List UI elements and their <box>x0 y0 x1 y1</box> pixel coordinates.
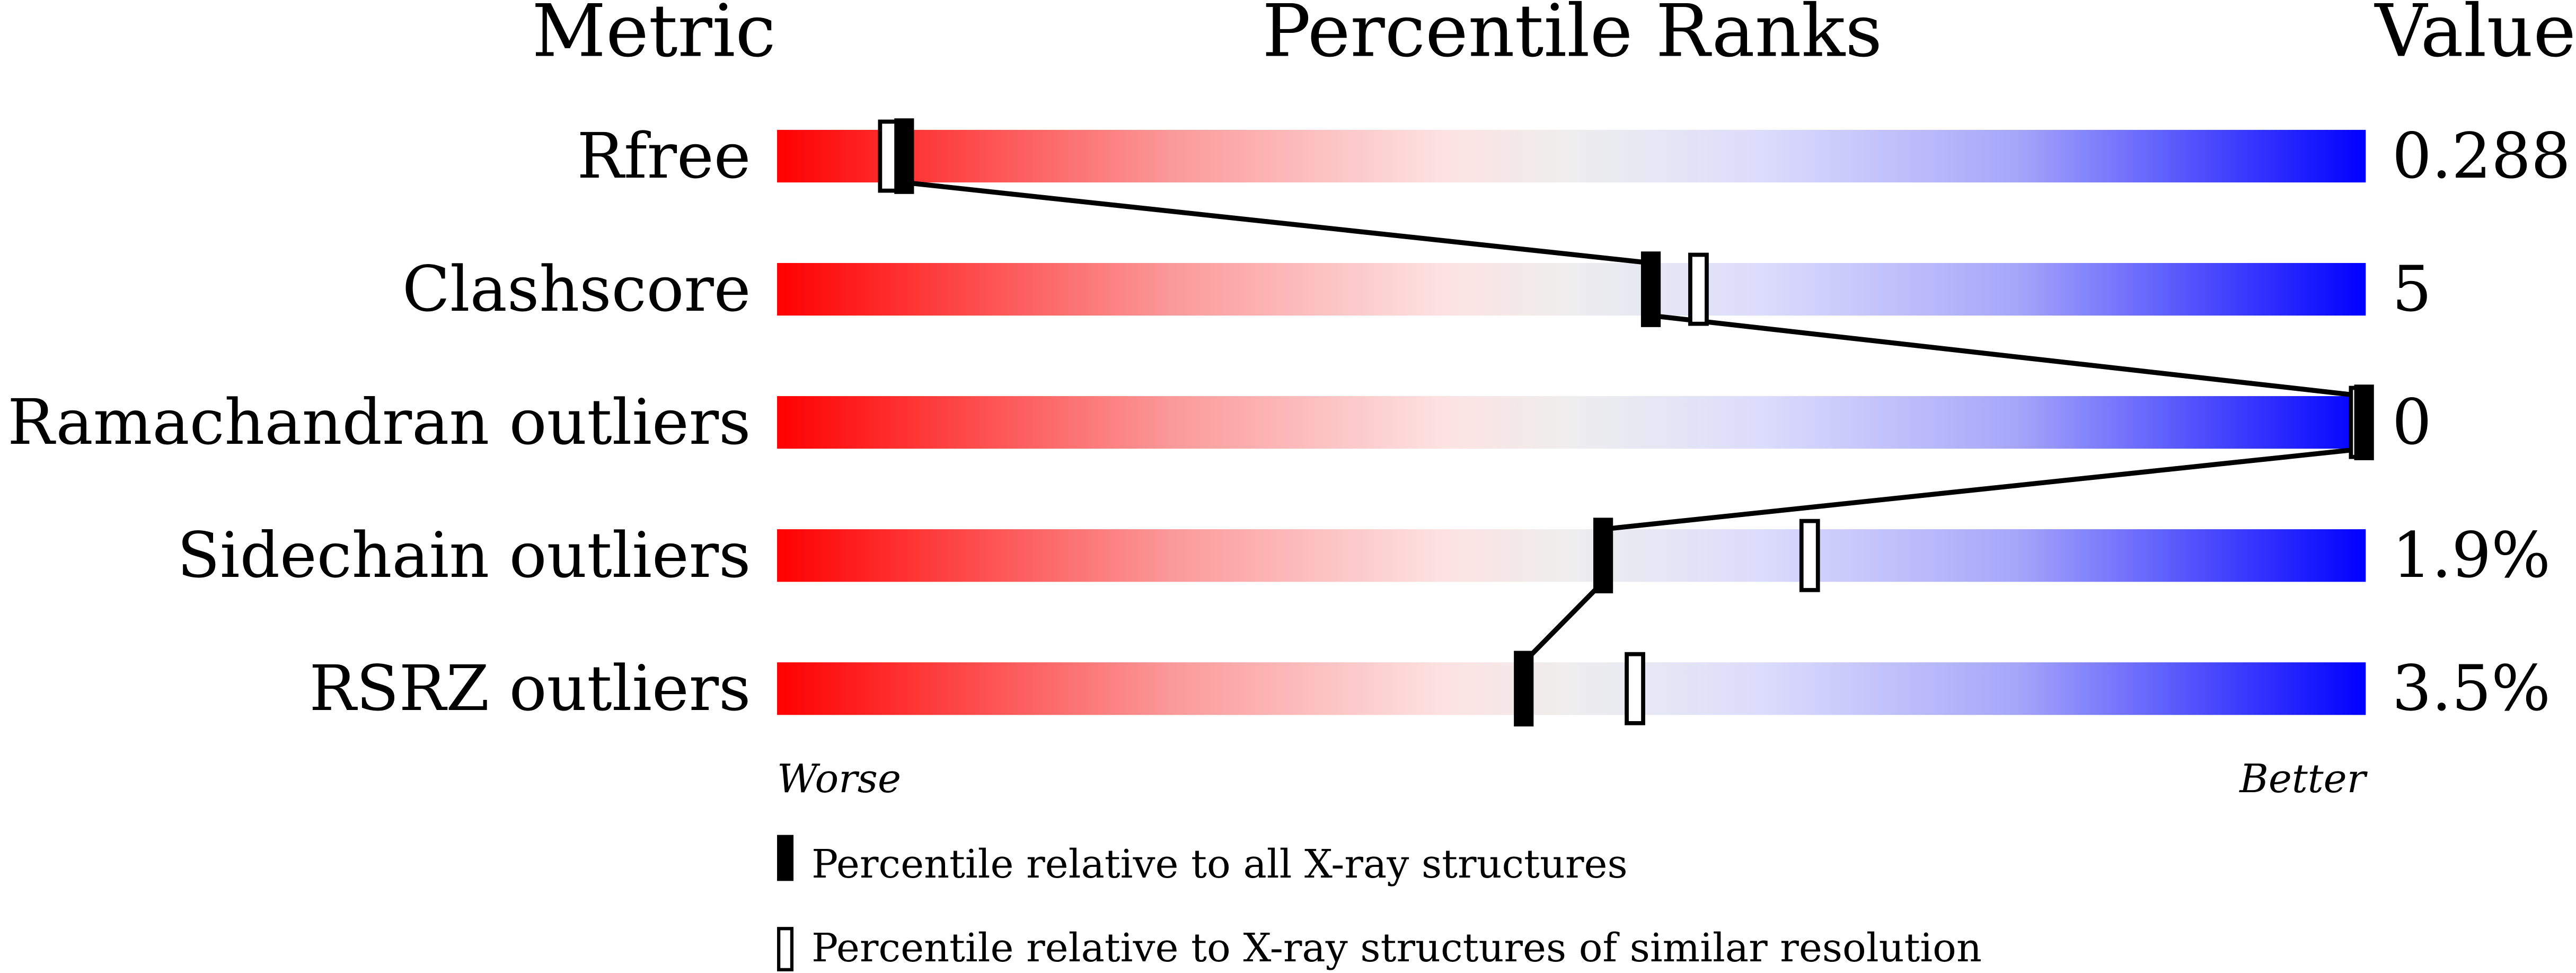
metric-value: 0.288 <box>2392 120 2571 192</box>
metric-label: Rfree <box>577 120 751 192</box>
metric-value: 1.9% <box>2392 519 2551 592</box>
percentile-bar <box>777 129 2366 183</box>
connector-line <box>1522 580 1605 664</box>
metric-value: 0 <box>2392 386 2432 459</box>
metric-value: 3.5% <box>2392 652 2551 725</box>
similar-resolution-marker <box>1625 652 1645 725</box>
legend-similar-label: Percentile relative to X-ray structures … <box>811 925 1982 971</box>
all-structures-marker <box>1593 518 1613 593</box>
legend-filled-marker-icon <box>777 835 794 881</box>
metric-label: Sidechain outliers <box>177 519 751 592</box>
metric-label: RSRZ outliers <box>309 652 751 725</box>
worse-label: Worse <box>777 756 901 802</box>
metric-value: 5 <box>2392 253 2432 326</box>
percentile-bar <box>777 662 2366 715</box>
all-structures-marker <box>1514 651 1534 727</box>
legend-all-label: Percentile relative to all X-ray structu… <box>811 841 1628 887</box>
similar-resolution-marker <box>1688 252 1709 326</box>
similar-resolution-marker <box>878 119 899 193</box>
percentile-bar <box>777 529 2366 582</box>
all-structures-marker <box>1640 251 1661 327</box>
all-structures-marker <box>2354 384 2374 460</box>
metric-label: Ramachandran outliers <box>7 386 751 459</box>
connector-line <box>1603 446 2365 532</box>
header-value: Value <box>2374 0 2576 73</box>
all-structures-marker <box>894 118 914 194</box>
similar-resolution-marker <box>1799 519 1820 592</box>
connector-line <box>1651 313 2365 399</box>
percentile-bar <box>777 262 2366 316</box>
header-percentile-ranks: Percentile Ranks <box>1262 0 1882 73</box>
percentile-bar <box>777 396 2366 449</box>
header-metric: Metric <box>532 0 775 73</box>
better-label: Better <box>2238 756 2368 802</box>
metric-label: Clashscore <box>402 253 751 326</box>
connector-line <box>904 180 1652 266</box>
legend-open-marker-icon <box>777 927 794 971</box>
